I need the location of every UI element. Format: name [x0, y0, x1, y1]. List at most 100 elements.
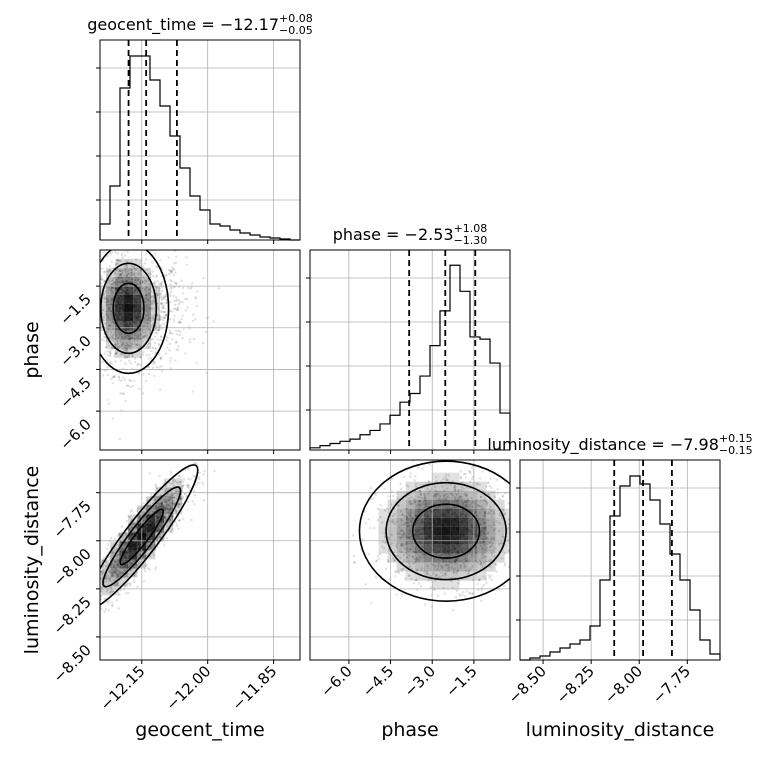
sample-point: [145, 554, 148, 557]
density-cell: [128, 550, 138, 560]
density-cell: [387, 535, 397, 545]
sample-point: [115, 287, 118, 290]
sample-point: [164, 516, 168, 519]
density-cell: [450, 571, 460, 581]
sample-point: [174, 296, 178, 299]
sample-point: [435, 551, 438, 555]
sample-point: [125, 294, 128, 297]
sample-point: [160, 502, 163, 505]
sample-point: [495, 520, 499, 523]
y-tick-label: −8.25: [50, 593, 95, 638]
sample-point: [408, 493, 411, 497]
sample-point: [422, 543, 426, 547]
sample-point: [498, 542, 501, 545]
sample-point: [428, 550, 432, 554]
sample-point: [146, 321, 150, 324]
sample-point: [92, 280, 94, 282]
sample-point: [118, 565, 121, 569]
sample-point: [452, 527, 455, 530]
sample-point: [408, 513, 412, 516]
sample-point: [440, 544, 444, 548]
sample-point: [145, 545, 149, 548]
sample-point: [352, 561, 356, 565]
sample-point: [143, 516, 146, 520]
sample-point: [68, 640, 70, 642]
density-cell: [432, 508, 442, 518]
sample-point: [446, 522, 449, 526]
sample-point: [135, 317, 138, 320]
sample-point: [184, 352, 187, 355]
sample-point: [444, 560, 448, 564]
sample-point: [163, 506, 166, 510]
sample-point: [174, 359, 177, 362]
sample-point: [448, 549, 451, 552]
x-tick-label: −12.00: [163, 662, 215, 714]
sample-point: [134, 267, 137, 270]
sample-point: [121, 341, 125, 344]
sample-point: [434, 495, 437, 498]
sample-point: [464, 505, 467, 508]
density-cell: [477, 517, 487, 527]
sample-point: [120, 547, 124, 551]
sample-point: [146, 499, 149, 502]
sample-point: [160, 286, 164, 289]
sample-point: [146, 526, 150, 530]
sample-point: [160, 501, 163, 504]
sample-point: [487, 493, 490, 496]
sample-point: [132, 321, 135, 324]
sample-point: [120, 292, 123, 295]
sample-point: [419, 551, 422, 554]
sample-point: [407, 560, 411, 563]
sample-point: [135, 520, 138, 523]
sample-point: [123, 378, 127, 381]
sample-point: [104, 301, 107, 304]
sample-point: [118, 259, 121, 263]
sample-point: [161, 518, 164, 521]
sample-point: [114, 352, 117, 356]
sample-point: [136, 294, 139, 298]
sample-point: [399, 510, 403, 513]
sample-point: [447, 501, 450, 504]
sample-point: [177, 503, 180, 506]
sample-point: [375, 559, 378, 562]
sample-point: [148, 293, 151, 296]
sample-point: [127, 272, 130, 275]
sample-point: [143, 335, 146, 338]
sample-point: [462, 516, 465, 520]
sample-point: [130, 533, 133, 536]
sample-point: [384, 541, 387, 544]
sample-point: [422, 521, 426, 525]
sample-point: [420, 532, 423, 535]
y-tick-label: −3.0: [56, 332, 94, 370]
density-cell: [155, 496, 165, 506]
sample-point: [436, 508, 439, 512]
sample-point: [412, 561, 416, 564]
sample-point: [93, 349, 95, 351]
sample-point: [405, 516, 409, 519]
sample-point: [155, 519, 158, 523]
sample-point: [482, 529, 485, 532]
sample-point: [435, 534, 439, 538]
sample-point: [470, 502, 473, 505]
sample-point: [106, 298, 109, 301]
sample-point: [153, 543, 156, 546]
sample-point: [451, 544, 455, 547]
sample-point: [113, 570, 116, 573]
sample-point: [149, 520, 153, 523]
density-cell: [468, 535, 478, 545]
sample-point: [475, 534, 479, 537]
sample-point: [116, 543, 119, 547]
sample-point: [105, 303, 108, 306]
sample-point: [418, 499, 421, 503]
sample-point: [108, 360, 112, 363]
contour-line: [100, 262, 158, 355]
sample-point: [405, 560, 408, 563]
sample-point: [127, 548, 130, 552]
sample-point: [458, 592, 461, 596]
title-minus: −0.15: [719, 444, 753, 457]
sample-point: [447, 531, 450, 534]
sample-point: [136, 316, 139, 320]
sample-point: [157, 329, 160, 332]
sample-point: [172, 501, 176, 504]
sample-point: [159, 357, 162, 361]
